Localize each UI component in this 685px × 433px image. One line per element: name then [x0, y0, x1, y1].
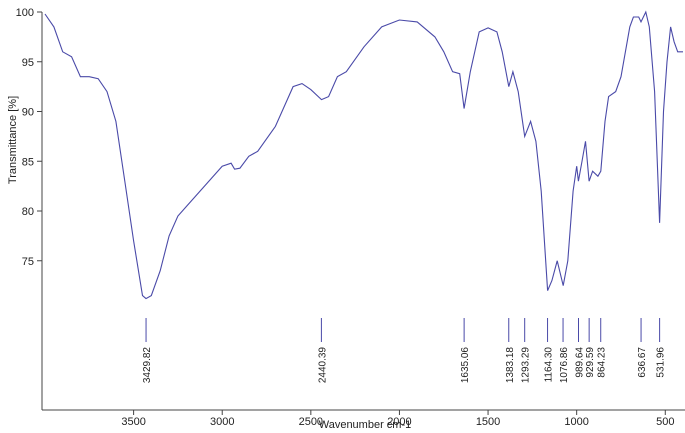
x-tick-label: 500	[656, 416, 674, 428]
x-tick-label: 3000	[210, 416, 234, 428]
spectrum-line	[44, 10, 683, 300]
peak-label: 1383.18	[505, 347, 516, 384]
y-tick-label: 90	[22, 107, 34, 119]
peak-label: 2440.39	[317, 347, 328, 384]
x-axis-label: Wavenumber cm-1	[319, 419, 412, 431]
peak-label: 3429.82	[142, 347, 153, 384]
x-tick-label: 1500	[476, 416, 500, 428]
y-axis-label: Transmittance [%]	[7, 96, 19, 184]
x-tick-label: 2000	[387, 416, 411, 428]
peak-label: 989.64	[575, 347, 586, 378]
x-tick-label: 2500	[299, 416, 323, 428]
x-tick-label: 3500	[121, 416, 145, 428]
x-tick-label: 1000	[564, 416, 588, 428]
y-tick-label: 100	[16, 7, 34, 19]
y-tick-label: 85	[22, 156, 34, 168]
peak-label: 1076.86	[559, 347, 570, 384]
peak-label: 531.96	[656, 347, 667, 378]
peak-label: 636.67	[637, 347, 648, 378]
peak-label: 929.59	[585, 347, 596, 378]
peak-label: 1293.29	[521, 347, 532, 384]
y-tick-label: 95	[22, 57, 34, 69]
peak-label: 1635.06	[460, 347, 471, 384]
peak-label: 1164.30	[544, 347, 555, 383]
y-tick-label: 80	[22, 206, 34, 218]
peak-label: 864.23	[597, 347, 608, 378]
y-tick-label: 75	[22, 256, 34, 268]
